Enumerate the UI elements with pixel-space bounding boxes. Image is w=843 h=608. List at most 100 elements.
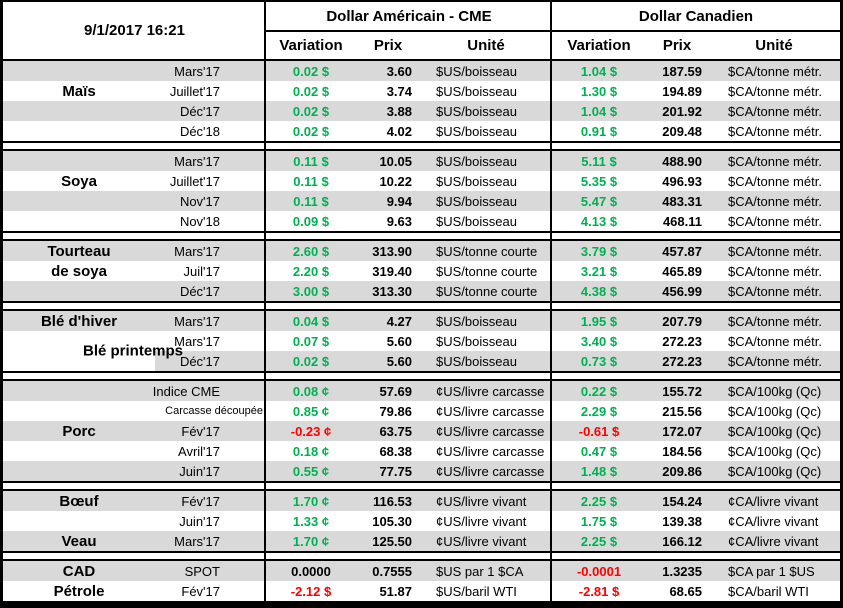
cad-unit-label: $CA/100kg (Qc) (708, 461, 840, 481)
usd-unit-label: $US/boisseau (420, 101, 552, 121)
contract-label: Fév'17 (181, 583, 220, 599)
cad-variation-value: 0.91 $ (580, 123, 618, 139)
contract-label: Déc'17 (155, 101, 266, 121)
cad-variation-value: -0.61 $ (552, 421, 646, 441)
commodity-label (3, 281, 155, 301)
cad-price-value: 209.48 (662, 123, 702, 139)
usd-unit-label: $US/boisseau (420, 61, 552, 81)
cad-price-value: 456.99 (646, 281, 708, 301)
contract-label: Juin'17 (179, 513, 220, 529)
cad-variation-value: 1.48 $ (552, 461, 646, 481)
commodity-label (3, 461, 155, 481)
commodity-label (3, 381, 155, 401)
cad-price-value: 468.11 (662, 213, 702, 229)
usd-variation-value: 0.02 $ (292, 123, 330, 139)
cad-unit-label: $CA/tonne métr. (728, 173, 822, 189)
usd-unit-label: $US/tonne courte (436, 263, 538, 279)
cad-variation-value: 4.38 $ (552, 281, 646, 301)
usd-variation-column-header: Variation (279, 37, 343, 54)
cad-unit-label: $CA/tonne métr. (708, 191, 840, 211)
contract-label: Nov'17 (155, 191, 266, 211)
contract-label: Déc'17 (155, 351, 266, 371)
section-porc: Indice CME 0.08 ¢ 57.69 ¢US/livre carcasse 0… (3, 379, 840, 483)
cad-price-value: 488.90 (646, 151, 708, 171)
usd-price-value: 3.74 (386, 83, 412, 99)
usd-variation-value: 1.70 ¢ (266, 531, 356, 551)
cad-price-value: 155.72 (646, 381, 708, 401)
cad-unit-label: $CA par 1 $US (708, 561, 840, 581)
contract-label: Mars'17 (155, 151, 266, 171)
cad-unit-label: $CA/tonne métr. (708, 61, 840, 81)
commodity-label: CAD (3, 561, 155, 581)
usd-variation-value: 0.04 $ (266, 311, 356, 331)
cad-variation-value: 4.13 $ (580, 213, 618, 229)
commodity-label (3, 101, 155, 121)
section-boeuf-veau: Bœuf Fév'17 1.70 ¢ 116.53 ¢US/livre vivant 2.… (3, 489, 840, 553)
usd-price-value: 313.90 (356, 241, 420, 261)
cad-price-value: 154.24 (646, 491, 708, 511)
cad-unit-label: $CA/100kg (Qc) (708, 421, 840, 441)
usd-variation-value: 0.0000 (266, 561, 356, 581)
contract-label: Juillet'17 (169, 173, 220, 189)
cad-variation-value: 5.11 $ (552, 151, 646, 171)
cad-unit-label: $CA/tonne métr. (728, 333, 822, 349)
contract-label: Fév'17 (155, 491, 266, 511)
usd-price-value: 5.60 (386, 333, 412, 349)
cad-price-value: 457.87 (646, 241, 708, 261)
cad-prix-column-header: Prix (662, 37, 692, 54)
usd-price-value: 313.30 (356, 281, 420, 301)
cad-price-value: 184.56 (662, 443, 702, 459)
column-divider-line (264, 2, 266, 603)
cad-price-value: 172.07 (646, 421, 708, 441)
commodity-label (3, 191, 155, 211)
usd-unit-label: $US/boisseau (420, 151, 552, 171)
usd-variation-value: 0.11 $ (266, 191, 356, 211)
usd-variation-value: 2.60 $ (266, 241, 356, 261)
contract-label: Juin'17 (155, 461, 266, 481)
commodity-label (3, 61, 155, 81)
usd-unit-label: $US/tonne courte (420, 241, 552, 261)
usd-variation-value: 0.02 $ (266, 61, 356, 81)
cad-price-value: 209.86 (646, 461, 708, 481)
cad-price-value: 187.59 (646, 61, 708, 81)
cad-unit-label: $CA/tonne métr. (728, 83, 822, 99)
usd-unit-label: ¢US/livre vivant (420, 531, 552, 551)
cad-variation-value: 0.73 $ (552, 351, 646, 371)
usd-price-value: 79.86 (379, 403, 412, 419)
usd-price-value: 51.87 (379, 583, 412, 599)
cad-unit-label: $CA/tonne métr. (708, 101, 840, 121)
commodity-label (3, 121, 155, 141)
cad-price-value: 483.31 (646, 191, 708, 211)
commodity-label (3, 151, 155, 171)
usd-unit-label: $US par 1 $CA (420, 561, 552, 581)
cad-price-value: 139.38 (662, 513, 702, 529)
usd-variation-value: 1.70 ¢ (266, 491, 356, 511)
usd-variation-value: -0.23 ¢ (266, 421, 356, 441)
usd-variation-value: 0.55 ¢ (266, 461, 356, 481)
commodity-label (3, 441, 155, 461)
usd-variation-value: 0.09 $ (292, 213, 330, 229)
cad-price-value: 215.56 (662, 403, 702, 419)
commodity-label: Blé printemps (3, 331, 183, 371)
contract-label: Nov'18 (179, 213, 220, 229)
section-ble: Blé d'hiver Mars'17 0.04 $4.27 $US/boisseau… (3, 309, 840, 373)
usd-unit-label: ¢US/livre vivant (436, 513, 527, 529)
cad-variation-value: 1.04 $ (552, 61, 646, 81)
usd-price-value: 68.38 (379, 443, 412, 459)
usd-unit-label: ¢US/livre carcasse (420, 381, 552, 401)
table-header: 9/1/2017 16:21 Dollar Américain - CME Do… (3, 2, 840, 59)
cad-price-value: 496.93 (662, 173, 702, 189)
section-tourteau-de-soya: Tourteau Mars'17 2.60 $313.90 $US/tonne cou… (3, 239, 840, 303)
cad-price-value: 194.89 (662, 83, 702, 99)
cad-unit-label: $CA/100kg (Qc) (728, 403, 822, 419)
cad-unit-label: ¢CA/livre vivant (728, 513, 819, 529)
cad-price-value: 465.89 (662, 263, 702, 279)
usd-prix-column-header: Prix (373, 37, 403, 54)
cad-price-value: 207.79 (646, 311, 708, 331)
cad-variation-value: 2.25 $ (552, 491, 646, 511)
commodity-label: Blé d'hiver (3, 311, 155, 331)
cad-unit-label: $CA/100kg (Qc) (708, 381, 840, 401)
usd-unit-label: ¢US/livre carcasse (420, 421, 552, 441)
cad-variation-value: 3.40 $ (580, 333, 618, 349)
cad-unit-label: $CA/tonne métr. (728, 263, 822, 279)
